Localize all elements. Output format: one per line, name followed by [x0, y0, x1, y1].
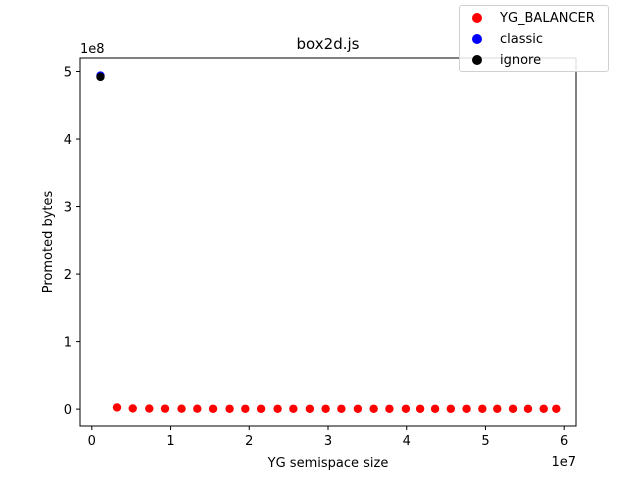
data-point-yg-balancer	[193, 404, 202, 413]
y-tick-label: 2	[64, 268, 72, 283]
data-point-yg-balancer	[493, 404, 502, 413]
data-point-yg-balancer	[385, 404, 394, 413]
data-point-yg-balancer	[462, 404, 471, 413]
data-point-yg-balancer	[508, 404, 518, 413]
legend-label-classic: classic	[500, 31, 544, 47]
x-tick-label: 5	[481, 434, 489, 449]
plot-area-frame	[79, 57, 577, 427]
data-point-yg-balancer	[446, 404, 456, 413]
x-tick-label: 2	[245, 434, 253, 449]
data-point-yg-balancer	[160, 404, 170, 413]
y-tick-label: 5	[64, 66, 72, 81]
legend-label-ignore: ignore	[500, 52, 542, 68]
data-point-yg-balancer	[208, 404, 218, 413]
legend: YG_BALANCER classic ignore	[459, 5, 609, 72]
data-point-yg-balancer	[145, 404, 154, 413]
data-point-ignore	[96, 72, 105, 82]
data-point-yg-balancer	[112, 403, 122, 412]
x-tick-label: 3	[324, 434, 332, 449]
x-tick-label: 0	[88, 434, 96, 449]
data-point-yg-balancer	[539, 404, 548, 413]
chart-title: box2d.js	[297, 35, 360, 53]
x-tick-label: 4	[403, 434, 411, 449]
data-point-yg-balancer	[337, 404, 346, 413]
y-tick-label: 0	[64, 403, 72, 418]
y-axis-label: Promoted bytes	[41, 191, 56, 294]
x-tick-label: 1	[166, 434, 174, 449]
x-tick-label: 6	[560, 434, 568, 449]
y-offset-label: 1e8	[80, 42, 105, 57]
legend-marker-classic	[472, 34, 482, 44]
data-point-yg-balancer	[321, 404, 330, 413]
legend-marker-ignore	[472, 55, 482, 65]
y-tick-label: 1	[64, 336, 72, 351]
data-point-yg-balancer	[415, 404, 425, 413]
data-point-yg-balancer	[256, 404, 266, 413]
x-offset-label: 1e7	[551, 455, 576, 470]
y-tick-label: 3	[64, 201, 72, 216]
data-point-yg-balancer	[128, 404, 137, 413]
legend-marker-yg-balancer	[472, 13, 482, 23]
data-point-yg-balancer	[273, 404, 282, 413]
data-point-yg-balancer	[225, 404, 234, 413]
legend-item-yg-balancer: YG_BALANCER	[472, 9, 595, 27]
legend-item-ignore: ignore	[472, 51, 541, 69]
data-point-yg-balancer	[241, 404, 250, 413]
data-point-yg-balancer	[523, 404, 533, 413]
data-point-yg-balancer	[430, 404, 440, 413]
x-axis-label: YG semispace size	[267, 456, 389, 471]
data-point-yg-balancer	[177, 404, 186, 413]
data-point-yg-balancer	[353, 404, 363, 413]
data-point-yg-balancer	[369, 404, 378, 413]
legend-item-classic: classic	[472, 30, 543, 48]
data-point-yg-balancer	[305, 404, 315, 413]
data-point-yg-balancer	[478, 404, 487, 413]
data-point-yg-balancer	[289, 404, 298, 413]
y-tick-label: 4	[64, 133, 72, 148]
data-point-yg-balancer	[401, 404, 411, 413]
data-point-yg-balancer	[552, 404, 561, 413]
legend-label-yg-balancer: YG_BALANCER	[500, 10, 595, 26]
